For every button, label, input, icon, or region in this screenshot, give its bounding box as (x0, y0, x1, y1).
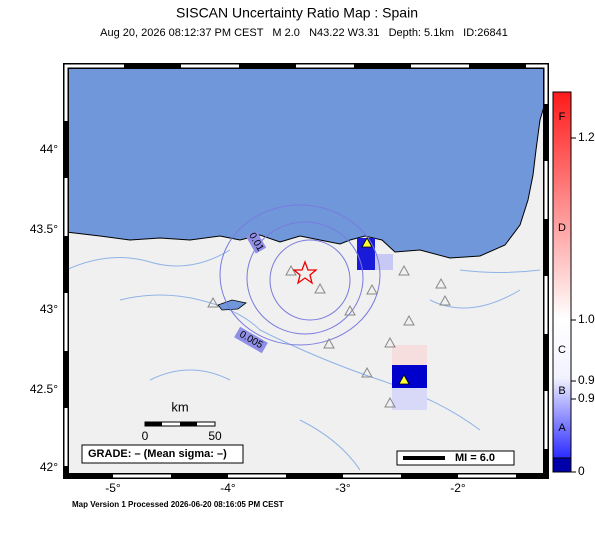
lat-label: 43.5° (30, 222, 58, 236)
scale-bar: km 0 50 (142, 399, 222, 443)
lon-label: -2° (450, 481, 466, 495)
grade-letter: D (558, 222, 566, 234)
grade-letter: F (559, 111, 566, 123)
grade-letter: C (558, 344, 566, 356)
cell (375, 254, 393, 270)
colorbar-bottom (552, 457, 572, 473)
epicenter (292, 260, 318, 285)
lat-label: 42.5° (30, 382, 58, 396)
grade-box (81, 444, 244, 464)
cell (392, 365, 427, 388)
map: 0.01 0.005 (66, 66, 546, 476)
stations (207, 237, 451, 408)
colorbar-label: 1.0 (578, 312, 595, 326)
ocean (66, 66, 546, 259)
legend: MI = 6.0 (455, 452, 495, 464)
lat-label: 42° (40, 460, 58, 474)
contour (219, 204, 381, 346)
colorbar-label: 0.9 (578, 373, 595, 387)
contour (246, 221, 364, 335)
grade: GRADE: – (Mean sigma: –) (88, 448, 227, 460)
legend-box (396, 450, 515, 466)
scale-label: 0 (142, 429, 149, 443)
scale-label: 50 (208, 429, 222, 443)
lon-label: -5° (105, 481, 121, 495)
contour (269, 239, 351, 321)
colorbar-gradient (552, 91, 572, 459)
contour-label-bg (245, 230, 267, 254)
contour-label-bg (234, 326, 268, 354)
scale-unit: km (171, 399, 188, 414)
title: SISCAN Uncertainty Ratio Map : Spain (176, 5, 418, 21)
grade-letter: B (558, 385, 565, 397)
rivers (66, 249, 541, 471)
lat-label: 44° (40, 142, 58, 156)
footer: Map Version 1 Processed 2026-06-20 08:16… (72, 500, 284, 509)
lat-label: 43° (40, 302, 58, 316)
colorbar: F D C B A 1.2 1.0 0.9 0.9 0 (552, 91, 595, 478)
lon-label: -3° (335, 481, 351, 495)
cell (392, 388, 427, 410)
grade-letter: A (558, 422, 566, 434)
frame (64, 64, 548, 478)
subtitle: Aug 20, 2026 08:12:37 PM CEST M 2.0 N43.… (100, 27, 508, 39)
colorbar-label: 0 (578, 464, 585, 478)
lon-label: -4° (220, 481, 236, 495)
colorbar-label: 0.9 (578, 391, 595, 405)
cell (392, 345, 427, 365)
lake (217, 299, 247, 311)
colorbar-label: 1.2 (578, 130, 595, 144)
